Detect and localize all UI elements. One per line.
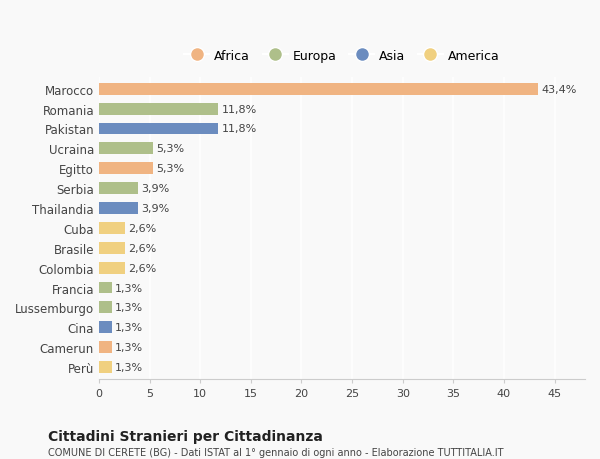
Text: 1,3%: 1,3% [115, 323, 143, 333]
Bar [99, 262, 125, 274]
Text: 1,3%: 1,3% [115, 303, 143, 313]
Text: 5,3%: 5,3% [155, 164, 184, 174]
Text: Cittadini Stranieri per Cittadinanza: Cittadini Stranieri per Cittadinanza [48, 429, 323, 443]
Text: 2,6%: 2,6% [128, 263, 157, 273]
Text: 1,3%: 1,3% [115, 283, 143, 293]
Bar [99, 302, 112, 313]
Bar [99, 341, 112, 353]
Text: 2,6%: 2,6% [128, 243, 157, 253]
Text: 1,3%: 1,3% [115, 362, 143, 372]
Text: 43,4%: 43,4% [541, 84, 577, 95]
Legend: Africa, Europa, Asia, America: Africa, Europa, Asia, America [179, 45, 505, 67]
Bar [99, 202, 139, 214]
Text: 3,9%: 3,9% [142, 184, 170, 194]
Text: 11,8%: 11,8% [221, 124, 257, 134]
Text: 2,6%: 2,6% [128, 224, 157, 233]
Bar [99, 223, 125, 235]
Text: 3,9%: 3,9% [142, 203, 170, 213]
Bar [99, 143, 152, 155]
Bar [99, 322, 112, 334]
Bar [99, 163, 152, 175]
Text: COMUNE DI CERETE (BG) - Dati ISTAT al 1° gennaio di ogni anno - Elaborazione TUT: COMUNE DI CERETE (BG) - Dati ISTAT al 1°… [48, 448, 503, 458]
Text: 11,8%: 11,8% [221, 104, 257, 114]
Bar [99, 282, 112, 294]
Text: 1,3%: 1,3% [115, 342, 143, 353]
Bar [99, 84, 538, 95]
Text: 5,3%: 5,3% [155, 144, 184, 154]
Bar [99, 123, 218, 135]
Bar [99, 242, 125, 254]
Bar [99, 183, 139, 195]
Bar [99, 103, 218, 115]
Bar [99, 361, 112, 373]
